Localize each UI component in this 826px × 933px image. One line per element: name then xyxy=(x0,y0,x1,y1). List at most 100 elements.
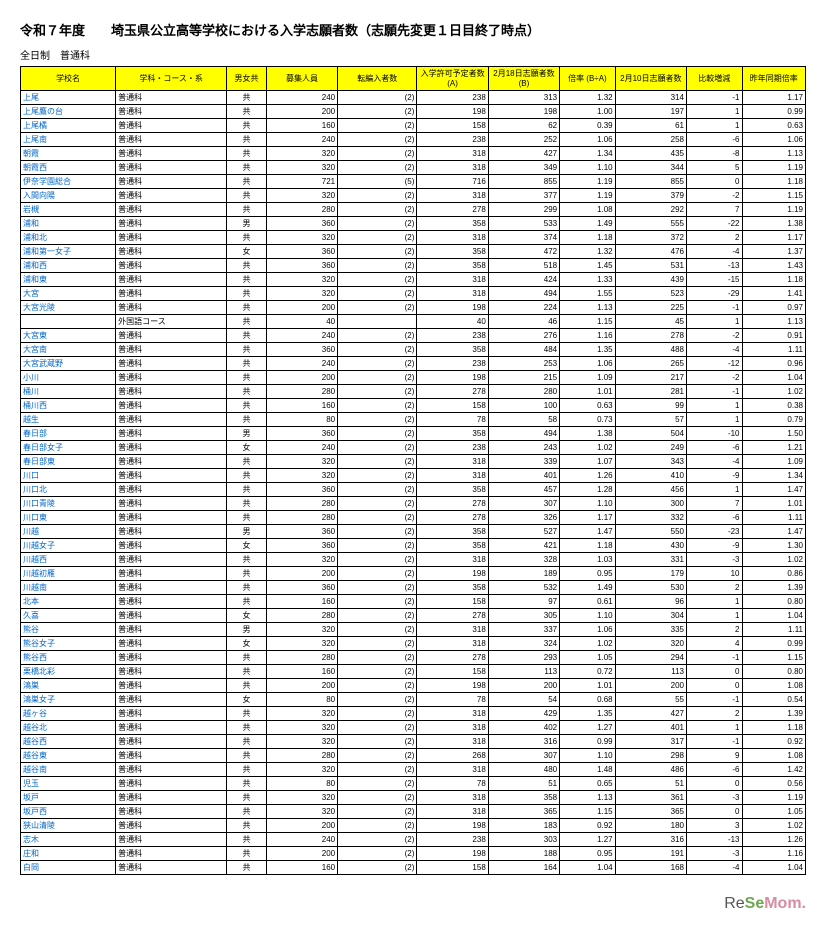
table-cell: 1.30 xyxy=(742,539,806,553)
table-row: 大宮武蔵野普通科共240(2)2382531.06265-120.96 xyxy=(21,357,806,371)
table-cell: 238 xyxy=(417,91,488,105)
table-cell: 普通科 xyxy=(116,497,227,511)
table-row: 越ヶ谷普通科共320(2)3184291.3542721.39 xyxy=(21,707,806,721)
table-cell: 1.17 xyxy=(560,511,616,525)
table-cell: 普通科 xyxy=(116,427,227,441)
table-cell: 普通科 xyxy=(116,833,227,847)
table-cell: 0.86 xyxy=(742,567,806,581)
table-cell: 1.02 xyxy=(742,553,806,567)
table-cell: 360 xyxy=(266,525,337,539)
table-row: 伊奈学園総合普通科共721(5)7168551.1985501.18 xyxy=(21,175,806,189)
table-cell: 岩槻 xyxy=(21,203,116,217)
table-cell: 318 xyxy=(417,553,488,567)
table-cell: 普通科 xyxy=(116,637,227,651)
table-cell: 普通科 xyxy=(116,189,227,203)
table-cell: 0.73 xyxy=(560,413,616,427)
table-cell: 318 xyxy=(417,721,488,735)
table-cell: 344 xyxy=(615,161,686,175)
table-cell: -2 xyxy=(687,189,743,203)
table-cell: 307 xyxy=(488,749,559,763)
table-cell: -1 xyxy=(687,385,743,399)
table-cell: (2) xyxy=(338,861,417,875)
table-cell: 普通科 xyxy=(116,273,227,287)
table-cell: 普通科 xyxy=(116,161,227,175)
table-cell: (2) xyxy=(338,609,417,623)
table-cell: 1.06 xyxy=(742,133,806,147)
table-cell: 307 xyxy=(488,497,559,511)
table-cell: 共 xyxy=(227,763,267,777)
table-cell: 1.02 xyxy=(560,441,616,455)
table-row: 熊谷普通科男320(2)3183371.0633521.11 xyxy=(21,623,806,637)
table-cell: 158 xyxy=(417,861,488,875)
table-cell: 普通科 xyxy=(116,525,227,539)
table-cell: 川口北 xyxy=(21,483,116,497)
table-row: 川口東普通科共280(2)2783261.17332-61.11 xyxy=(21,511,806,525)
table-cell: 198 xyxy=(488,105,559,119)
table-cell: 共 xyxy=(227,357,267,371)
table-cell: 188 xyxy=(488,847,559,861)
table-cell: 1.13 xyxy=(560,791,616,805)
table-cell: 320 xyxy=(266,553,337,567)
table-row: 上尾橘普通科共160(2)158620.396110.63 xyxy=(21,119,806,133)
table-cell: 1 xyxy=(687,721,743,735)
table-cell: 共 xyxy=(227,819,267,833)
table-cell: 共 xyxy=(227,301,267,315)
table-cell: 318 xyxy=(417,231,488,245)
table-cell: 0.80 xyxy=(742,595,806,609)
table-cell: 桶川西 xyxy=(21,399,116,413)
table-cell: 1.35 xyxy=(560,707,616,721)
table-cell: 0 xyxy=(687,679,743,693)
table-cell: 240 xyxy=(266,91,337,105)
table-cell: 278 xyxy=(417,497,488,511)
table-cell: 1.37 xyxy=(742,245,806,259)
table-cell: 上尾橘 xyxy=(21,119,116,133)
table-cell: 川口青陵 xyxy=(21,497,116,511)
table-cell: 238 xyxy=(417,133,488,147)
table-cell: -1 xyxy=(687,735,743,749)
table-cell: 320 xyxy=(266,805,337,819)
table-cell: 1.18 xyxy=(742,175,806,189)
table-cell: 大宮武蔵野 xyxy=(21,357,116,371)
table-cell: 普通科 xyxy=(116,343,227,357)
table-cell: 280 xyxy=(266,651,337,665)
table-cell: 1.02 xyxy=(560,637,616,651)
table-cell: 共 xyxy=(227,665,267,679)
table-cell: 熊谷女子 xyxy=(21,637,116,651)
table-cell: 320 xyxy=(266,763,337,777)
table-cell: 40 xyxy=(266,315,337,329)
table-cell: 303 xyxy=(488,833,559,847)
table-cell: 324 xyxy=(488,637,559,651)
table-cell: 320 xyxy=(266,273,337,287)
table-cell: 1.43 xyxy=(742,259,806,273)
table-cell: 304 xyxy=(615,609,686,623)
table-cell: 普通科 xyxy=(116,399,227,413)
table-cell: 1.19 xyxy=(560,175,616,189)
table-cell: 1 xyxy=(687,119,743,133)
table-cell: 280 xyxy=(266,203,337,217)
table-cell: 普通科 xyxy=(116,763,227,777)
table-row: 浦和北普通科共320(2)3183741.1837221.17 xyxy=(21,231,806,245)
table-cell: 朝霞 xyxy=(21,147,116,161)
table-cell: 58 xyxy=(488,413,559,427)
table-cell: 1.01 xyxy=(742,497,806,511)
table-cell: 1.11 xyxy=(742,623,806,637)
table-cell: 1.26 xyxy=(560,469,616,483)
table-cell: 318 xyxy=(417,147,488,161)
table-row: 浦和第一女子普通科女360(2)3584721.32476-41.37 xyxy=(21,245,806,259)
table-row: 北本普通科共160(2)158970.619610.80 xyxy=(21,595,806,609)
table-cell: 1.08 xyxy=(742,679,806,693)
table-cell: 0.39 xyxy=(560,119,616,133)
table-cell: 男 xyxy=(227,623,267,637)
table-cell: 160 xyxy=(266,595,337,609)
table-cell: (2) xyxy=(338,805,417,819)
table-cell: 共 xyxy=(227,231,267,245)
table-cell: 大宮光陵 xyxy=(21,301,116,315)
table-cell: 普通科 xyxy=(116,357,227,371)
table-cell: (2) xyxy=(338,581,417,595)
table-cell: 494 xyxy=(488,427,559,441)
table-cell: 716 xyxy=(417,175,488,189)
table-cell: 1.47 xyxy=(560,525,616,539)
table-cell: 普通科 xyxy=(116,105,227,119)
table-cell: 0.92 xyxy=(560,819,616,833)
table-cell: 316 xyxy=(488,735,559,749)
